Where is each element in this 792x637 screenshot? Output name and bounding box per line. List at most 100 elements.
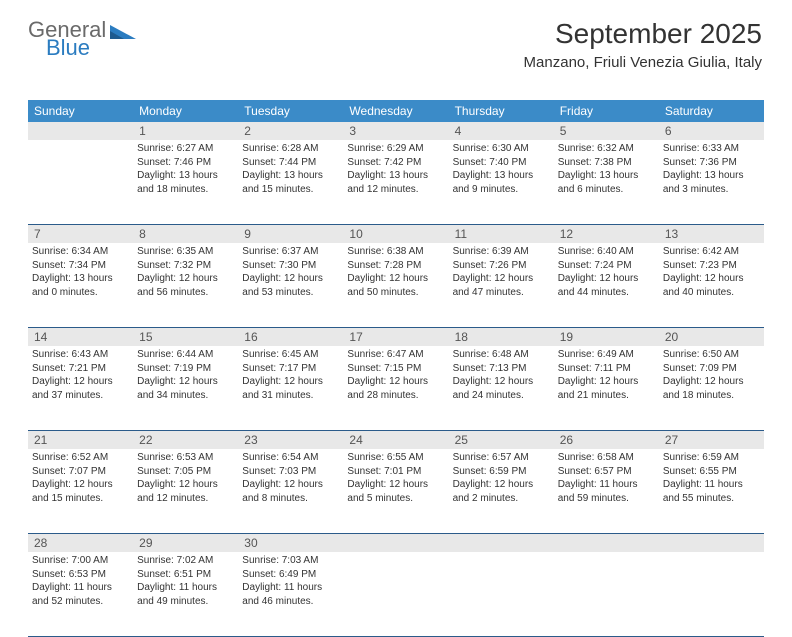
day-number: 22 <box>133 431 238 449</box>
daylight1-text: Daylight: 11 hours <box>663 478 760 492</box>
day-cell: Sunrise: 6:58 AMSunset: 6:57 PMDaylight:… <box>554 449 659 533</box>
sunset-text: Sunset: 6:59 PM <box>453 465 550 479</box>
sunset-text: Sunset: 7:30 PM <box>242 259 339 273</box>
sunset-text: Sunset: 6:49 PM <box>242 568 339 582</box>
day-number: 28 <box>28 534 133 552</box>
sunrise-text: Sunrise: 6:35 AM <box>137 245 234 259</box>
day-number: 7 <box>28 225 133 243</box>
daylight1-text: Daylight: 12 hours <box>558 272 655 286</box>
daylight1-text: Daylight: 12 hours <box>347 272 444 286</box>
day-cell: Sunrise: 6:40 AMSunset: 7:24 PMDaylight:… <box>554 243 659 327</box>
day-number-row: 21222324252627 <box>28 431 764 449</box>
day-number: 12 <box>554 225 659 243</box>
sunrise-text: Sunrise: 6:37 AM <box>242 245 339 259</box>
day-number <box>449 534 554 552</box>
day-cell: Sunrise: 6:39 AMSunset: 7:26 PMDaylight:… <box>449 243 554 327</box>
daylight1-text: Daylight: 11 hours <box>558 478 655 492</box>
day-number: 2 <box>238 122 343 140</box>
sunrise-text: Sunrise: 6:43 AM <box>32 348 129 362</box>
sunrise-text: Sunrise: 6:53 AM <box>137 451 234 465</box>
daylight2-text: and 50 minutes. <box>347 286 444 300</box>
day-cell: Sunrise: 6:33 AMSunset: 7:36 PMDaylight:… <box>659 140 764 224</box>
sunrise-text: Sunrise: 7:02 AM <box>137 554 234 568</box>
day-number: 8 <box>133 225 238 243</box>
sunset-text: Sunset: 7:15 PM <box>347 362 444 376</box>
daylight1-text: Daylight: 12 hours <box>453 478 550 492</box>
sunset-text: Sunset: 7:05 PM <box>137 465 234 479</box>
day-number: 25 <box>449 431 554 449</box>
brand-text: General Blue <box>28 20 106 58</box>
day-number: 30 <box>238 534 343 552</box>
day-header: Wednesday <box>343 100 448 122</box>
daylight1-text: Daylight: 12 hours <box>453 272 550 286</box>
sunset-text: Sunset: 7:21 PM <box>32 362 129 376</box>
daylight1-text: Daylight: 11 hours <box>242 581 339 595</box>
sunset-text: Sunset: 7:19 PM <box>137 362 234 376</box>
day-number-row: 282930 <box>28 534 764 552</box>
daylight2-text: and 21 minutes. <box>558 389 655 403</box>
header-right: September 2025 Manzano, Friuli Venezia G… <box>524 18 762 71</box>
sunset-text: Sunset: 7:09 PM <box>663 362 760 376</box>
daylight1-text: Daylight: 12 hours <box>242 272 339 286</box>
day-header: Tuesday <box>238 100 343 122</box>
daylight2-text: and 52 minutes. <box>32 595 129 609</box>
calendar-grid: Sunday Monday Tuesday Wednesday Thursday… <box>28 100 764 637</box>
daylight1-text: Daylight: 13 hours <box>558 169 655 183</box>
day-number: 16 <box>238 328 343 346</box>
sunset-text: Sunset: 6:51 PM <box>137 568 234 582</box>
day-cell: Sunrise: 6:53 AMSunset: 7:05 PMDaylight:… <box>133 449 238 533</box>
sunset-text: Sunset: 6:53 PM <box>32 568 129 582</box>
day-number: 24 <box>343 431 448 449</box>
daylight1-text: Daylight: 13 hours <box>242 169 339 183</box>
day-number: 29 <box>133 534 238 552</box>
sunrise-text: Sunrise: 6:49 AM <box>558 348 655 362</box>
daylight2-text: and 55 minutes. <box>663 492 760 506</box>
day-number-row: 123456 <box>28 122 764 140</box>
sunrise-text: Sunrise: 6:55 AM <box>347 451 444 465</box>
daylight2-text: and 3 minutes. <box>663 183 760 197</box>
sunset-text: Sunset: 7:13 PM <box>453 362 550 376</box>
daylight1-text: Daylight: 12 hours <box>137 375 234 389</box>
calendar-week-row: Sunrise: 6:43 AMSunset: 7:21 PM Daylight:… <box>28 346 764 431</box>
daylight2-text: and 15 minutes. <box>242 183 339 197</box>
sunset-text: Sunset: 7:11 PM <box>558 362 655 376</box>
daylight1-text: Daylight: 13 hours <box>137 169 234 183</box>
day-cell: Sunrise: 6:35 AMSunset: 7:32 PMDaylight:… <box>133 243 238 327</box>
day-cell: Sunrise: 6:55 AMSunset: 7:01 PMDaylight:… <box>343 449 448 533</box>
sunrise-text: Sunrise: 6:50 AM <box>663 348 760 362</box>
day-number: 6 <box>659 122 764 140</box>
day-cell: Sunrise: 6:38 AMSunset: 7:28 PMDaylight:… <box>343 243 448 327</box>
daylight2-text: and 12 minutes. <box>347 183 444 197</box>
daylight1-text: Daylight: 13 hours <box>663 169 760 183</box>
sunset-text: Sunset: 7:34 PM <box>32 259 129 273</box>
day-number: 4 <box>449 122 554 140</box>
day-number <box>554 534 659 552</box>
daylight2-text: and 8 minutes. <box>242 492 339 506</box>
day-number: 19 <box>554 328 659 346</box>
daylight1-text: Daylight: 12 hours <box>32 478 129 492</box>
day-number: 18 <box>449 328 554 346</box>
daylight1-text: Daylight: 12 hours <box>347 478 444 492</box>
sunset-text: Sunset: 7:23 PM <box>663 259 760 273</box>
daylight1-text: Daylight: 12 hours <box>558 375 655 389</box>
sunrise-text: Sunrise: 6:38 AM <box>347 245 444 259</box>
daylight2-text: and 56 minutes. <box>137 286 234 300</box>
daylight2-text: and 5 minutes. <box>347 492 444 506</box>
day-number: 1 <box>133 122 238 140</box>
day-cell: Sunrise: 6:32 AMSunset: 7:38 PMDaylight:… <box>554 140 659 224</box>
day-number <box>28 122 133 140</box>
calendar-week-row: Sunrise: 6:52 AMSunset: 7:07 PMDaylight:… <box>28 449 764 534</box>
calendar-week-row: Sunrise: 6:34 AMSunset: 7:34 PMDaylight:… <box>28 243 764 328</box>
sunrise-text: Sunrise: 6:33 AM <box>663 142 760 156</box>
calendar-week-row: Sunrise: 7:00 AMSunset: 6:53 PMDaylight:… <box>28 552 764 637</box>
sunset-text: Sunset: 6:55 PM <box>663 465 760 479</box>
brand-logo: General Blue <box>28 20 138 58</box>
daylight1-text: Daylight: 12 hours <box>663 375 760 389</box>
sunrise-text: Sunrise: 6:54 AM <box>242 451 339 465</box>
sunrise-text: Sunrise: 6:40 AM <box>558 245 655 259</box>
day-number: 27 <box>659 431 764 449</box>
sunrise-text: Sunrise: 6:45 AM <box>242 348 339 362</box>
daylight2-text: and 53 minutes. <box>242 286 339 300</box>
daylight2-text: and 34 minutes. <box>137 389 234 403</box>
day-cell: Sunrise: 6:43 AMSunset: 7:21 PMDaylight:… <box>28 346 133 430</box>
